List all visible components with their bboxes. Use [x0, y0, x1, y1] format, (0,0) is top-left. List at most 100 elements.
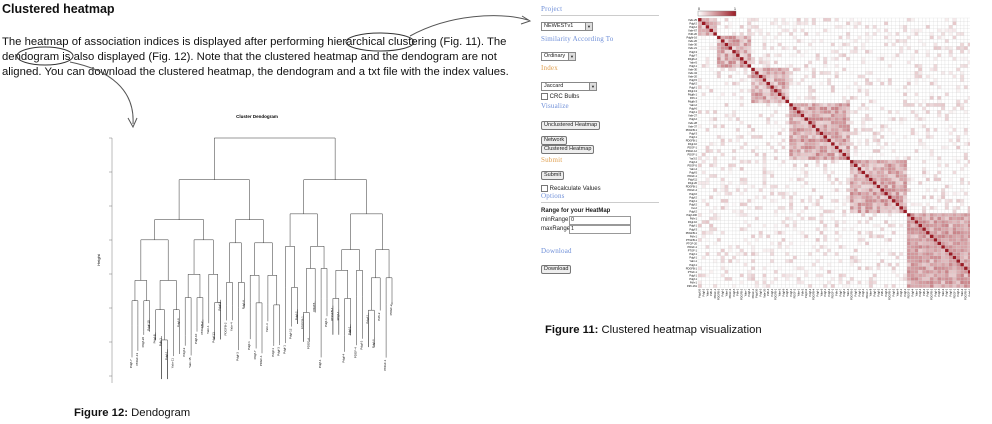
heatmap-cell	[876, 131, 881, 136]
heatmap-cell	[732, 124, 737, 129]
unclustered-heatmap-button[interactable]: Unclustered Heatmap	[541, 121, 601, 130]
heatmap-cell	[914, 88, 919, 93]
heatmap-cell	[758, 195, 763, 200]
dendrogram-leaf-label: Pdgf-7	[129, 359, 133, 368]
heatmap-cell	[884, 206, 889, 210]
heatmap-cell	[811, 64, 816, 68]
network-button[interactable]: Network	[541, 136, 568, 145]
heatmap-cell	[887, 159, 892, 164]
heatmap-cell	[876, 46, 881, 51]
heatmap-cell	[766, 17, 771, 22]
heatmap-cell	[732, 64, 737, 68]
heatmap-cell	[895, 174, 900, 178]
submit-button[interactable]: Submit	[541, 171, 565, 180]
heatmap-cell	[785, 67, 790, 72]
heatmap-cell	[762, 71, 767, 75]
heatmap-cell	[846, 188, 851, 193]
heatmap-cell	[895, 64, 900, 68]
heatmap-cell	[724, 227, 729, 232]
heatmap-cell	[770, 56, 775, 61]
heatmap-cell	[830, 149, 835, 154]
heatmap-cell	[842, 209, 847, 214]
crc-checkbox[interactable]	[541, 93, 548, 100]
heatmap-cell	[732, 53, 737, 58]
heatmap-cell	[941, 39, 946, 43]
heatmap-cell	[830, 106, 835, 111]
heatmap-cell	[804, 64, 809, 68]
index-select[interactable]: Jaccard ▼	[541, 82, 597, 91]
heatmap-cell	[770, 170, 775, 175]
download-button[interactable]: Download	[541, 265, 572, 274]
heatmap-cell	[914, 120, 919, 125]
heatmap-cell	[857, 213, 862, 217]
heatmap-cell	[903, 142, 908, 146]
heatmap-cell	[887, 230, 892, 235]
heatmap-cell	[849, 53, 854, 58]
heatmap-cell	[804, 42, 809, 47]
heatmap-cell	[819, 99, 824, 104]
heatmap-cell	[815, 220, 820, 225]
heatmap-cell	[922, 106, 927, 111]
heatmap-cell	[880, 230, 885, 235]
heatmap-cell	[758, 103, 763, 107]
heatmap-cell	[758, 216, 763, 221]
heatmap-cell	[732, 181, 737, 185]
heatmap-cell	[887, 177, 892, 182]
heatmap-cell	[906, 113, 911, 118]
heatmap-cell	[944, 64, 949, 68]
heatmap-cell	[876, 234, 881, 239]
heatmap-cell	[777, 213, 782, 217]
heatmap-cell	[922, 56, 927, 61]
heatmap-cell	[887, 184, 892, 189]
recalculate-row[interactable]: Recalculate Values	[541, 185, 601, 192]
heatmap-cell	[853, 67, 858, 72]
heatmap-cell	[891, 35, 896, 40]
heatmap-cell	[709, 49, 714, 54]
heatmap-cell	[963, 188, 968, 193]
heatmap-cell	[705, 25, 710, 29]
heatmap-cell	[808, 74, 813, 79]
heatmap-cell	[789, 142, 794, 146]
max-range-input[interactable]: 1	[569, 225, 631, 234]
heatmap-cell	[952, 174, 957, 178]
heatmap-cell	[823, 202, 828, 207]
heatmap-cell	[899, 120, 904, 125]
heatmap-cell	[956, 103, 961, 107]
heatmap-cell	[773, 159, 778, 164]
project-select[interactable]: NEWESTv1 ▼	[541, 22, 593, 31]
heatmap-cell	[811, 88, 816, 93]
heatmap-cell	[906, 174, 911, 178]
heatmap-cell	[846, 32, 851, 36]
heatmap-cell	[720, 135, 725, 139]
heatmap-cell	[720, 53, 725, 58]
heatmap-cell	[842, 234, 847, 239]
heatmap-cell	[948, 223, 953, 228]
heatmap-cell	[827, 106, 832, 111]
heatmap-cell	[777, 17, 782, 22]
scale-min-label: 0	[698, 7, 700, 11]
heatmap-cell	[842, 78, 847, 82]
heatmap-cell	[785, 167, 790, 171]
heatmap-cell	[876, 39, 881, 43]
heatmap-cell	[709, 209, 714, 214]
heatmap-cell	[910, 21, 915, 26]
heatmap-cell	[903, 191, 908, 196]
heatmap-cell	[705, 206, 710, 210]
clustered-heatmap-button[interactable]: Clustered Heatmap	[541, 145, 595, 154]
heatmap-cell	[739, 213, 744, 217]
heatmap-cell	[800, 188, 805, 193]
crc-checkbox-row[interactable]: CRC Bulbs	[541, 93, 579, 100]
heatmap-cell	[728, 60, 733, 65]
heatmap-cell	[754, 60, 759, 65]
recalculate-checkbox[interactable]	[541, 185, 548, 192]
similarity-select[interactable]: Ordinary ▼	[541, 52, 576, 61]
heatmap-cell	[868, 159, 873, 164]
heatmap-cell	[758, 60, 763, 65]
heatmap-cell	[785, 42, 790, 47]
min-range-input[interactable]: 0	[569, 216, 631, 225]
heatmap-cell	[789, 78, 794, 82]
heatmap-cell	[944, 156, 949, 161]
heatmap-cell	[724, 88, 729, 93]
heatmap-cell	[789, 95, 794, 100]
heatmap-cell	[861, 202, 866, 207]
